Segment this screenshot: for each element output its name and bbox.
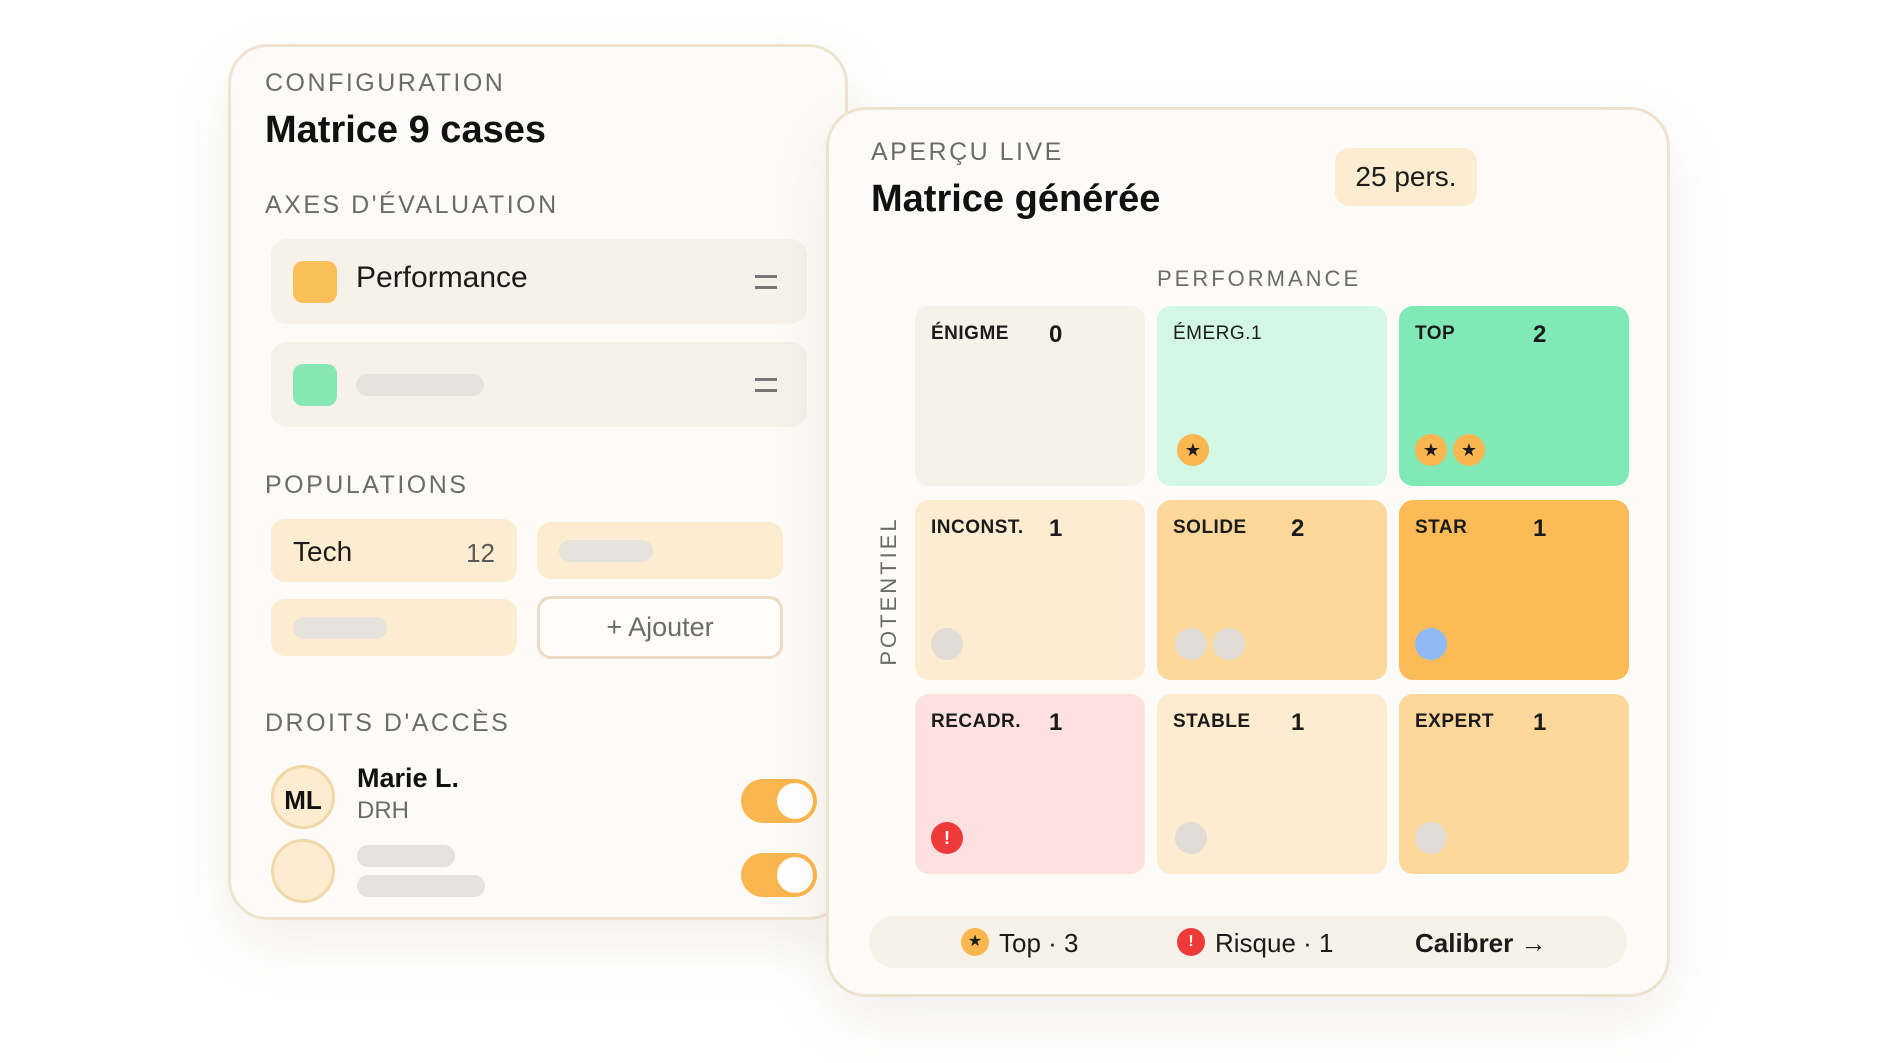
cell-count: 1 [1049,709,1063,736]
matrix-cell-stable[interactable]: STABLE 1 [1157,694,1387,874]
cell-count: 1 [1533,515,1547,542]
alert-icon: ! [1177,928,1205,956]
preview-title: Matrice générée [871,178,1161,220]
toggle-knob [777,783,813,819]
cell-count: 1 [1049,515,1063,542]
access-toggle[interactable] [741,779,817,823]
person-dot[interactable] [931,628,963,660]
matrix-cell-star[interactable]: STAR 1 [1399,500,1629,680]
population-placeholder [293,617,387,639]
cell-count: 0 [1049,321,1063,348]
cell-label: ÉMERG.1 [1173,323,1263,344]
summary-bar: ★ Top · 3 ! Risque · 1 Calibrer → [869,916,1627,968]
axis-row-performance[interactable]: Performance [271,239,807,324]
cell-label: TOP [1415,323,1456,344]
cell-count: 2 [1533,321,1547,348]
x-axis-label: PERFORMANCE [1157,266,1362,291]
person-dot[interactable] [1175,822,1207,854]
user-role: DRH [357,797,409,824]
axis-color-swatch [293,261,337,303]
add-population-button[interactable]: + Ajouter [537,596,783,659]
access-heading: DROITS D'ACCÈS [265,709,511,737]
axis-label: Performance [356,261,528,294]
cell-label: INCONST. [931,517,1024,538]
avatar: ML [271,765,335,829]
person-dot[interactable] [1213,628,1245,660]
cell-count: 1 [1533,709,1547,736]
y-axis-label: POTENTIEL [876,516,901,666]
alert-icon[interactable]: ! [931,822,963,854]
population-chip[interactable] [537,522,783,579]
user-name-placeholder [357,845,455,867]
user-name: Marie L. [357,763,460,793]
cell-label: STAR [1415,517,1468,538]
cell-count: 1 [1291,709,1305,736]
population-chip[interactable] [271,599,517,656]
preview-eyebrow: APERÇU LIVE [871,138,1064,166]
access-toggle[interactable] [741,853,817,897]
star-icon[interactable]: ★ [1453,434,1485,466]
cell-label: SOLIDE [1173,517,1247,538]
calibrate-button[interactable]: Calibrer → [1415,928,1547,958]
user-role-placeholder [357,875,485,897]
drag-handle-icon[interactable] [755,378,777,392]
matrix-cell-inconst[interactable]: INCONST. 1 [915,500,1145,680]
star-icon[interactable]: ★ [1415,434,1447,466]
matrix-cell-recadr[interactable]: RECADR. 1 ! [915,694,1145,874]
avatar-initials: ML [284,785,322,815]
drag-handle-icon[interactable] [755,275,777,289]
population-chip-tech[interactable]: Tech 12 [271,519,517,582]
risk-summary[interactable]: Risque · 1 [1215,928,1334,958]
axes-heading: AXES D'ÉVALUATION [265,191,559,219]
star-icon: ★ [961,928,989,956]
matrix-cell-top[interactable]: TOP 2 ★ ★ [1399,306,1629,486]
axis-color-swatch [293,364,337,406]
config-eyebrow: CONFIGURATION [265,69,506,97]
person-dot[interactable] [1415,628,1447,660]
population-name: Tech [293,536,353,567]
population-count: 12 [466,538,495,568]
matrix-cell-emerg[interactable]: ÉMERG.1 ★ [1157,306,1387,486]
cell-label: RECADR. [931,711,1022,732]
toggle-knob [777,857,813,893]
axis-label-placeholder [356,374,484,396]
person-dot[interactable] [1415,822,1447,854]
headcount-badge: 25 pers. [1335,148,1477,206]
live-preview-panel: APERÇU LIVE Matrice générée 25 pers. PER… [826,107,1670,997]
populations-heading: POPULATIONS [265,471,469,499]
axis-row-second[interactable] [271,342,807,427]
star-icon[interactable]: ★ [1177,434,1209,466]
matrix-cell-expert[interactable]: EXPERT 1 [1399,694,1629,874]
cell-label: EXPERT [1415,711,1495,732]
config-title: Matrice 9 cases [265,109,546,151]
avatar [271,839,335,903]
cell-label: ÉNIGME [931,323,1009,344]
top-summary[interactable]: Top · 3 [999,928,1079,958]
configuration-panel: CONFIGURATION Matrice 9 cases AXES D'ÉVA… [228,44,848,920]
population-placeholder [559,540,653,562]
cell-label: STABLE [1173,711,1251,732]
person-dot[interactable] [1175,628,1207,660]
matrix-cell-solide[interactable]: SOLIDE 2 [1157,500,1387,680]
matrix-cell-enigme[interactable]: ÉNIGME 0 [915,306,1145,486]
cell-count: 2 [1291,515,1305,542]
